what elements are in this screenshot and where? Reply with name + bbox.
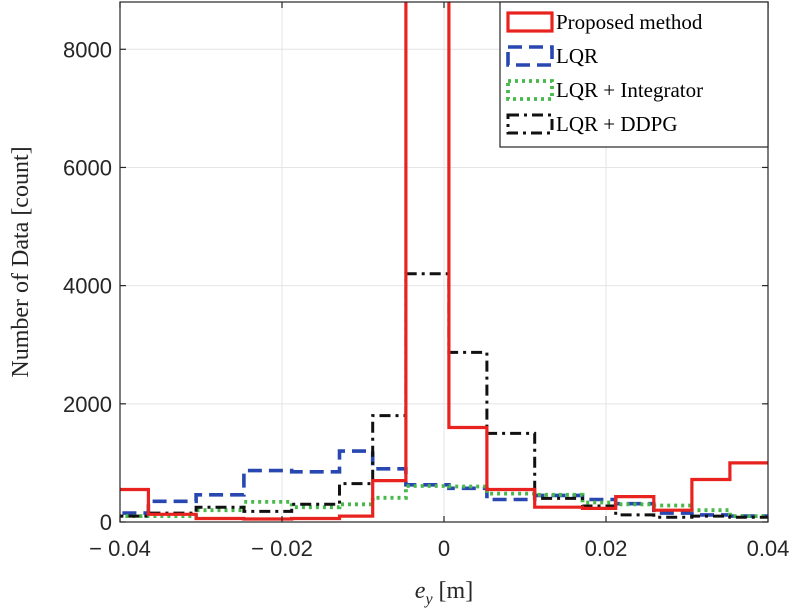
x-axis-label: ey [m]	[415, 578, 473, 608]
x-axis-label-unit: [m]	[433, 578, 474, 604]
series-lqr-ddpg	[120, 272, 768, 519]
x-axis-label-sub: y	[423, 591, 433, 608]
legend: Proposed method LQR LQR + Integrator LQR + …	[499, 1, 769, 148]
y-tick-label: 2000	[63, 392, 112, 417]
legend-label: LQR + DDPG	[556, 112, 678, 136]
x-tick-label: − 0.04	[89, 536, 151, 561]
legend-box	[499, 1, 769, 148]
x-axis-label-var: e	[415, 578, 426, 604]
legend-label: Proposed method	[556, 10, 703, 34]
series-proposed-method	[120, 2, 768, 521]
legend-swatch	[506, 11, 554, 33]
legend-swatch	[506, 113, 554, 135]
series-layer	[120, 2, 768, 521]
legend-swatch	[506, 45, 554, 67]
legend-label: LQR	[556, 44, 598, 68]
legend-swatch	[506, 79, 554, 101]
x-tick-label: 0.04	[747, 536, 790, 561]
y-tick-label: 0	[100, 510, 112, 535]
x-tick-label: 0	[438, 536, 450, 561]
y-tick-label: 4000	[63, 274, 112, 299]
y-tick-labels: 0 2000 4000 6000 8000	[63, 37, 112, 535]
y-axis-label: Number of Data [count]	[8, 146, 34, 377]
y-tick-label: 6000	[63, 155, 112, 180]
y-tick-label: 8000	[63, 37, 112, 62]
x-tick-label: − 0.02	[251, 536, 313, 561]
legend-label: LQR + Integrator	[556, 78, 703, 102]
x-tick-labels: − 0.04 − 0.02 0 0.02 0.04	[89, 536, 789, 561]
x-tick-label: 0.02	[585, 536, 628, 561]
